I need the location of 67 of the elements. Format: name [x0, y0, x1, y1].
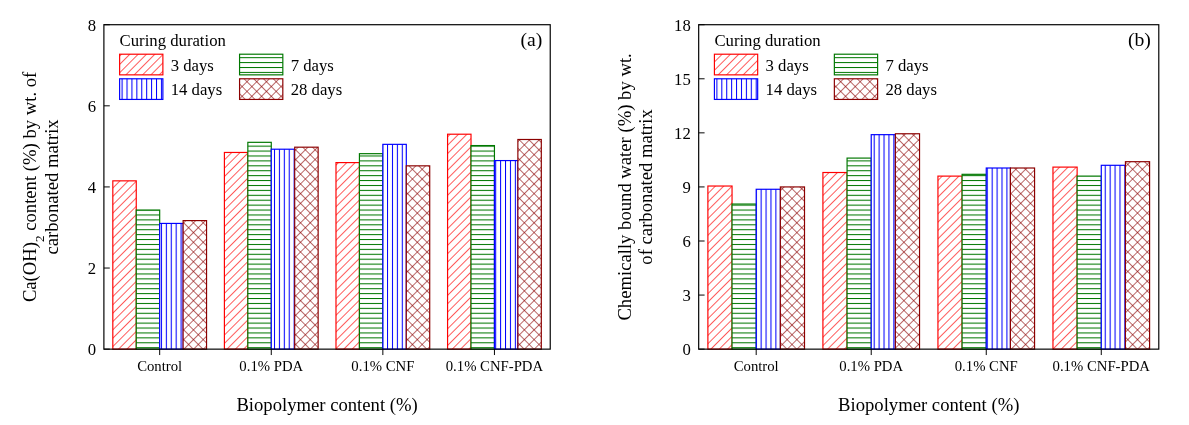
bar: [937, 175, 963, 350]
bar: [493, 159, 519, 350]
bar: [985, 167, 1011, 350]
y-tick-label: 12: [674, 123, 691, 143]
y-tick-label: 4: [87, 177, 97, 197]
legend-label: 28 days: [290, 80, 343, 100]
bar: [755, 188, 781, 350]
x-axis-title: Biopolymer content (%): [838, 394, 1020, 417]
legend-title: Curing duration: [119, 31, 227, 51]
bar: [135, 209, 161, 350]
bar: [1009, 167, 1036, 350]
legend-label: 7 days: [885, 55, 929, 75]
bar: [517, 138, 542, 350]
y-tick-label: 8: [87, 15, 97, 35]
bar: [405, 165, 431, 350]
x-tick-label: 0.1% CNF-PDA: [445, 357, 544, 374]
bar: [1076, 175, 1102, 350]
y-tick-label: 6: [682, 231, 691, 251]
bar: [335, 162, 361, 350]
bar: [382, 143, 407, 350]
bar: [707, 185, 733, 350]
y-axis-title: Chemically bound water (%) by wt. of carbonated matrix: [613, 53, 657, 321]
x-tick-label: 0.1% CNF-PDA: [1052, 357, 1151, 374]
bar: [270, 148, 296, 350]
bar: [294, 146, 319, 350]
bar: [731, 203, 757, 350]
bar: [1052, 166, 1078, 350]
bar: [894, 133, 921, 350]
y-tick-label: 0: [682, 340, 691, 359]
bar: [779, 186, 806, 350]
legend-label: 7 days: [290, 55, 334, 75]
legend-label: 28 days: [885, 80, 937, 100]
bar: [112, 180, 137, 350]
bar: [223, 151, 249, 350]
x-tick-label: 0.1% CNF: [351, 357, 415, 374]
bar: [247, 141, 272, 350]
chart-title: (a): [520, 28, 543, 52]
legend-label: 3 days: [170, 55, 214, 75]
y-tick-label: 15: [674, 69, 691, 89]
x-tick-label: 0.1% PDA: [239, 357, 304, 374]
chart-title: (b): [1128, 28, 1151, 52]
bar: [1124, 161, 1151, 350]
y-tick-label: 2: [87, 258, 97, 278]
y-tick-label: 9: [682, 177, 691, 197]
legend-label: 3 days: [765, 55, 809, 75]
bar: [446, 133, 472, 350]
y-tick-label: 3: [682, 285, 691, 305]
x-tick-label: 0.1% CNF: [954, 357, 1018, 374]
bar: [1100, 164, 1127, 350]
x-tick-label: Control: [137, 357, 183, 374]
bar: [870, 134, 896, 350]
legend-title: Curing duration: [714, 31, 822, 51]
bar: [961, 173, 987, 350]
x-tick-label: 0.1% PDA: [839, 357, 904, 374]
legend-label: 14 days: [765, 80, 818, 100]
y-tick-label: 0: [87, 340, 97, 359]
bar: [470, 144, 496, 350]
bar: [358, 153, 384, 350]
bar: [846, 157, 872, 350]
bar: [159, 222, 184, 350]
x-tick-label: Control: [733, 357, 779, 374]
bar: [822, 171, 848, 350]
y-tick-label: 18: [674, 15, 691, 35]
y-tick-label: 6: [87, 96, 97, 116]
bar: [182, 220, 208, 350]
legend-label: 14 days: [170, 80, 223, 100]
x-axis-title: Biopolymer content (%): [236, 394, 418, 417]
